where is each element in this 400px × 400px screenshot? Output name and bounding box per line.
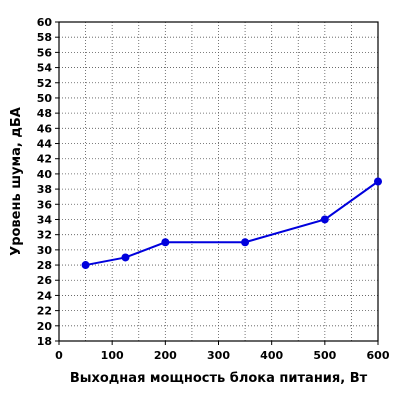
x-tick-labels: 0 100 200 300 400 500 600 bbox=[55, 349, 390, 362]
grid-lines bbox=[59, 22, 378, 341]
y-tick-labels: 18 20 22 24 26 28 30 32 34 36 38 40 42 44 46 48 50 52 54 56… bbox=[37, 16, 53, 348]
y-tick-label: 34 bbox=[37, 213, 53, 226]
data-point bbox=[320, 215, 329, 224]
y-tick-label: 26 bbox=[37, 274, 53, 287]
data-point bbox=[374, 177, 382, 186]
y-tick-label: 54 bbox=[37, 62, 53, 75]
axis-ticks bbox=[55, 21, 379, 345]
data-point bbox=[161, 238, 170, 247]
y-tick-label: 46 bbox=[37, 122, 53, 135]
y-tick-label: 56 bbox=[37, 46, 53, 59]
x-tick-label: 500 bbox=[313, 349, 336, 362]
y-tick-label: 36 bbox=[37, 198, 53, 211]
x-axis-title: Выходная мощность блока питания, Вт bbox=[70, 371, 368, 386]
data-point bbox=[121, 253, 130, 262]
data-point bbox=[241, 238, 250, 247]
series-line bbox=[85, 180, 379, 267]
y-tick-label: 28 bbox=[37, 259, 52, 272]
y-tick-label: 52 bbox=[37, 77, 52, 90]
y-tick-label: 40 bbox=[37, 168, 53, 181]
y-tick-label: 58 bbox=[37, 31, 52, 44]
y-axis-title: Уровень шума, дБА bbox=[9, 107, 24, 256]
x-tick-label: 600 bbox=[367, 349, 390, 362]
x-tick-label: 300 bbox=[207, 349, 230, 362]
y-tick-label: 20 bbox=[37, 320, 53, 333]
y-tick-label: 50 bbox=[37, 92, 53, 105]
x-tick-label: 0 bbox=[55, 349, 63, 362]
y-tick-label: 30 bbox=[37, 244, 53, 257]
y-tick-label: 44 bbox=[37, 138, 53, 151]
y-tick-label: 38 bbox=[37, 183, 52, 196]
data-point bbox=[81, 261, 90, 270]
x-tick-label: 100 bbox=[101, 349, 124, 362]
y-tick-label: 48 bbox=[37, 107, 52, 120]
series-group bbox=[81, 177, 382, 270]
y-tick-label: 32 bbox=[37, 229, 52, 242]
x-tick-label: 400 bbox=[260, 349, 283, 362]
y-tick-label: 22 bbox=[37, 305, 52, 318]
y-tick-label: 42 bbox=[37, 153, 52, 166]
x-tick-label: 200 bbox=[154, 349, 177, 362]
y-tick-label: 24 bbox=[37, 289, 53, 302]
y-tick-label: 18 bbox=[37, 335, 52, 348]
y-tick-label: 60 bbox=[37, 16, 53, 29]
